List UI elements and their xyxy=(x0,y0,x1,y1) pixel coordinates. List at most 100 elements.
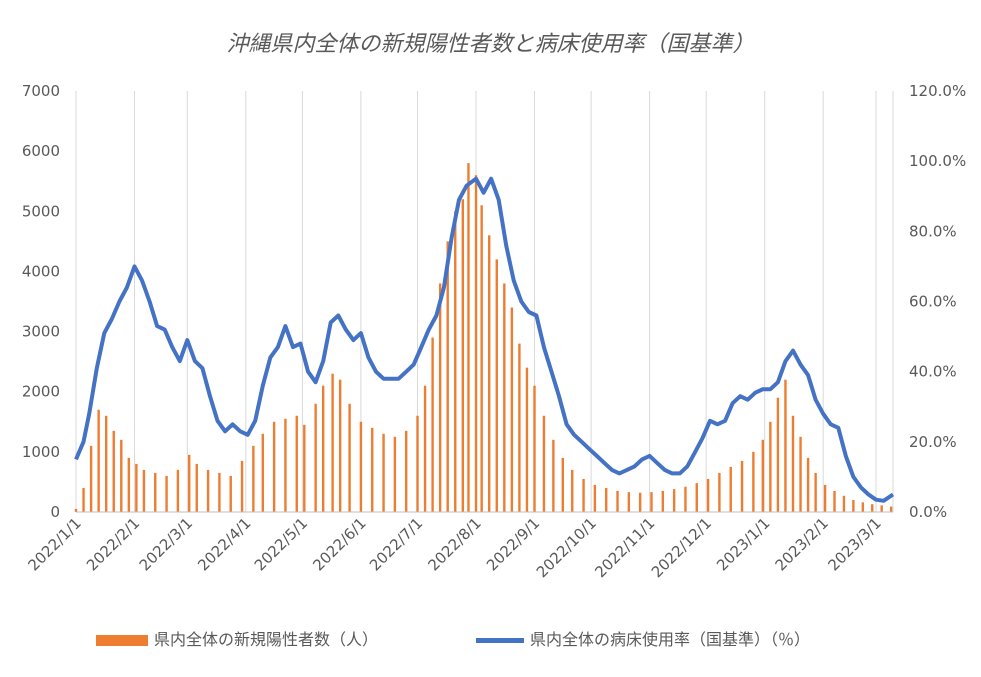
bar xyxy=(695,483,698,512)
bar xyxy=(371,427,374,512)
bar xyxy=(503,283,506,512)
bar xyxy=(321,385,325,512)
bar xyxy=(97,409,100,512)
x-tick-label: 2022/8/1 xyxy=(424,514,484,574)
bar xyxy=(593,484,597,512)
x-tick-label: 2022/2/1 xyxy=(83,514,143,574)
bar xyxy=(446,241,449,512)
y-left-tick-label: 0 xyxy=(50,503,60,521)
bar xyxy=(495,259,498,512)
bar xyxy=(112,430,115,512)
bar xyxy=(295,415,298,512)
bar xyxy=(454,211,457,513)
x-tick-label: 2022/7/1 xyxy=(366,514,426,574)
bar xyxy=(650,492,653,512)
bar xyxy=(195,463,198,512)
legend-label-bars: 県内全体の新規陽性者数（人） xyxy=(154,630,379,649)
x-tick-label: 2023/2/1 xyxy=(772,514,832,574)
bar xyxy=(284,418,287,512)
bar xyxy=(861,502,865,512)
bar xyxy=(303,424,306,512)
bar xyxy=(229,475,232,512)
bar xyxy=(404,430,408,512)
bar xyxy=(638,492,642,512)
bar xyxy=(206,469,210,512)
bar xyxy=(188,454,191,512)
bar xyxy=(89,445,93,512)
bar xyxy=(852,499,855,512)
bar xyxy=(729,466,732,512)
bar xyxy=(127,457,131,512)
bar xyxy=(74,508,78,512)
bar xyxy=(718,472,721,512)
bar xyxy=(823,484,827,512)
bar xyxy=(240,460,244,512)
bar xyxy=(488,235,491,513)
bar xyxy=(740,460,744,512)
bar xyxy=(518,343,521,512)
bar xyxy=(252,445,255,512)
x-tick-label: 2022/11/1 xyxy=(591,514,658,581)
bar xyxy=(616,490,619,512)
bar xyxy=(438,283,442,512)
y-right-tick-label: 40.0% xyxy=(909,363,957,381)
bar xyxy=(461,199,465,512)
legend-item-line: 県内全体の病床使用率（国基準）（％） xyxy=(476,626,810,650)
bar xyxy=(338,379,342,512)
bar-series xyxy=(74,163,893,513)
x-tick-label: 2023/1/1 xyxy=(713,514,773,574)
bar xyxy=(684,486,687,512)
y-right-tick-label: 100.0% xyxy=(909,152,966,170)
legend-item-bars: 県内全体の新規陽性者数（人） xyxy=(96,626,378,650)
bar xyxy=(218,472,221,512)
bar xyxy=(706,478,710,512)
bar xyxy=(416,415,419,512)
bar xyxy=(799,436,802,512)
bar xyxy=(806,457,810,512)
bar xyxy=(480,205,483,512)
bar xyxy=(176,469,180,512)
bar xyxy=(871,504,874,512)
bar xyxy=(752,451,755,512)
y-left-tick-label: 4000 xyxy=(22,262,60,280)
bar xyxy=(761,439,765,512)
bar xyxy=(331,373,334,512)
x-tick-label: 2022/10/1 xyxy=(533,514,600,581)
bar xyxy=(582,478,585,512)
bar xyxy=(769,421,772,512)
bar xyxy=(382,433,385,512)
y-right-tick-label: 60.0% xyxy=(909,293,957,311)
bar xyxy=(880,505,883,512)
bar xyxy=(474,175,478,512)
y-right-tick-label: 80.0% xyxy=(909,222,957,240)
bar xyxy=(525,367,529,512)
x-tick-label: 2022/5/1 xyxy=(251,514,311,574)
y-left-tick-label: 5000 xyxy=(22,202,60,220)
y-right-tick-label: 120.0% xyxy=(909,82,966,100)
bar xyxy=(348,403,351,512)
bar xyxy=(359,421,363,512)
x-tick-label: 2022/3/1 xyxy=(136,514,196,574)
legend-label-line: 県内全体の病床使用率（国基準）（％） xyxy=(530,630,811,649)
bar xyxy=(814,472,817,512)
y-left-tick-label: 7000 xyxy=(22,82,60,100)
y-left-tick-label: 3000 xyxy=(22,323,60,341)
chart-title: 沖縄県内全体の新規陽性者数と病床使用率（国基準） xyxy=(226,32,755,57)
bar xyxy=(261,433,264,512)
legend-swatch-bar xyxy=(96,635,148,646)
legend-swatch-line xyxy=(476,638,524,643)
bar xyxy=(672,489,676,512)
bar xyxy=(142,469,146,512)
bar xyxy=(533,385,536,512)
bar xyxy=(542,415,546,512)
x-tick-label: 2022/6/1 xyxy=(309,514,369,574)
bar xyxy=(423,385,427,512)
bar xyxy=(135,463,138,512)
bar xyxy=(571,469,574,512)
bar xyxy=(82,487,85,512)
x-tick-label: 2023/3/1 xyxy=(824,514,884,574)
bar xyxy=(842,495,846,512)
y-right-tick-label: 0.0% xyxy=(909,503,947,521)
bar xyxy=(661,490,665,512)
